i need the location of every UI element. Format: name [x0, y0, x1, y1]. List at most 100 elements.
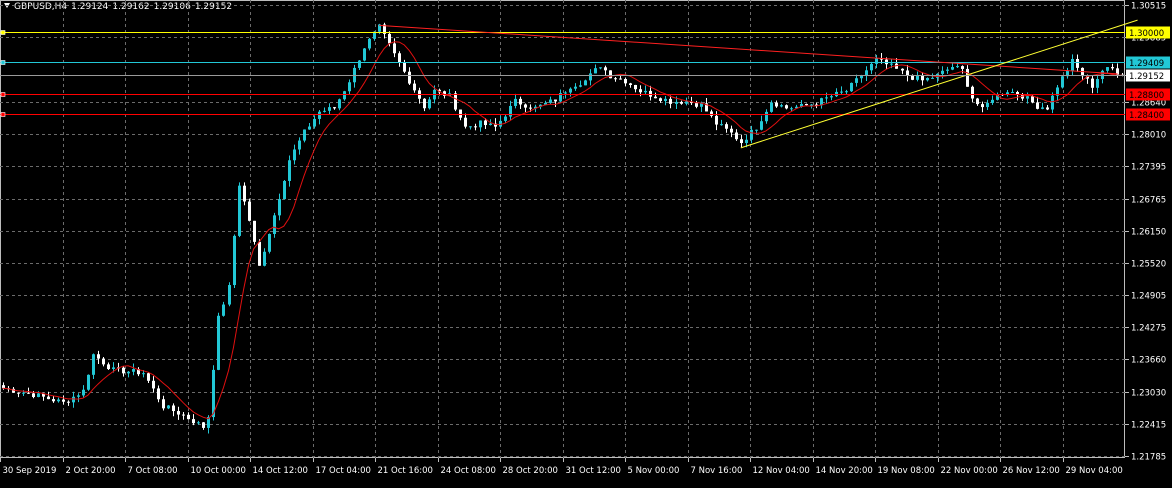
candle-body — [142, 373, 145, 375]
candle-body — [700, 103, 703, 107]
bull-candle — [594, 64, 597, 74]
candle-body — [47, 396, 50, 400]
bear-candle — [172, 403, 175, 417]
candle-body — [534, 106, 537, 109]
y-tick-label: 1.26765 — [1131, 196, 1166, 206]
candle-body — [479, 120, 482, 128]
bear-candle — [243, 182, 246, 206]
x-tick-label: 31 Oct 12:00 — [566, 466, 621, 476]
candle-body — [931, 77, 934, 79]
bull-candle — [233, 234, 236, 288]
candle-body — [363, 48, 366, 61]
candle-body — [745, 139, 748, 144]
candle-body — [685, 101, 688, 104]
candle-body — [92, 354, 95, 375]
candle-body — [680, 101, 683, 104]
bear-candle — [519, 96, 522, 109]
candle-body — [1021, 95, 1024, 99]
bear-candle — [62, 395, 65, 405]
candle-body — [659, 98, 662, 101]
candle-body — [519, 98, 522, 105]
candle-body — [609, 70, 612, 79]
bear-candle — [604, 65, 607, 77]
candle-body — [810, 104, 813, 106]
candle-body — [720, 124, 723, 126]
candle-body — [378, 24, 381, 32]
candle-body — [1016, 92, 1019, 96]
candle-body — [1026, 96, 1029, 99]
candle-body — [569, 88, 572, 93]
candle-body — [740, 139, 743, 144]
bull-candle — [263, 248, 266, 267]
y-tick-label: 1.26150 — [1131, 228, 1166, 238]
candle-body — [273, 215, 276, 234]
y-tick-label: 1.23660 — [1131, 356, 1166, 366]
bull-candle — [72, 391, 75, 408]
bear-candle — [147, 372, 150, 384]
bear-candle — [258, 239, 261, 266]
candle-body — [695, 103, 698, 107]
bull-candle — [860, 74, 863, 83]
candle-body — [599, 67, 602, 69]
candle-body — [880, 58, 883, 60]
bull-candle — [167, 404, 170, 410]
bear-candle — [614, 76, 617, 82]
candle-body — [911, 75, 914, 80]
candle-body — [403, 62, 406, 72]
candle-body — [850, 82, 853, 92]
x-tick-label: 14 Nov 20:00 — [816, 466, 873, 476]
candle-body — [217, 315, 220, 370]
candle-body — [790, 108, 793, 110]
bull-candle — [57, 397, 60, 403]
candle-body — [855, 78, 858, 83]
candle-body — [840, 91, 843, 93]
bull-candle — [855, 74, 858, 87]
plot-border — [0, 0, 1125, 458]
candle-body — [112, 367, 115, 370]
y-tick-label: 1.22415 — [1131, 421, 1166, 431]
candle-body — [318, 111, 321, 119]
bull-candle — [1101, 69, 1104, 84]
bear-candle — [484, 118, 487, 130]
candle-body — [755, 129, 758, 131]
candle-body — [383, 24, 386, 34]
candle-body — [795, 106, 798, 109]
candle-body — [1051, 95, 1054, 110]
bear-candle — [107, 362, 110, 370]
candle-body — [187, 414, 190, 420]
bull-candle — [428, 97, 431, 110]
bull-candle — [368, 38, 371, 51]
candle-body — [725, 124, 728, 129]
candle-body — [705, 103, 708, 112]
y-tick-label: 1.24275 — [1131, 324, 1166, 334]
candle-body — [438, 89, 441, 92]
bull-candle — [870, 61, 873, 75]
bull-candle — [278, 193, 281, 221]
candle-body — [132, 369, 135, 372]
bull-candle — [343, 90, 346, 101]
bull-candle — [770, 100, 773, 113]
bull-candle — [951, 63, 954, 71]
candle-body — [559, 93, 562, 102]
low-price: 1.29106 — [153, 2, 191, 12]
candle-body — [750, 129, 753, 140]
candle-body — [298, 140, 301, 150]
candle-body — [303, 129, 306, 141]
bull-candle — [916, 71, 919, 82]
bull-candle — [549, 96, 552, 105]
candle-body — [1101, 70, 1104, 80]
candle-body — [428, 99, 431, 109]
bear-candle — [1081, 67, 1084, 81]
candle-body — [1071, 58, 1074, 71]
bull-candle — [790, 106, 793, 112]
bear-candle — [192, 414, 195, 426]
bear-candle — [248, 198, 251, 222]
bull-candle — [926, 77, 929, 82]
x-tick-label: 7 Nov 16:00 — [691, 466, 743, 476]
price-level-anchor-1-30000 — [0, 30, 6, 35]
bear-candle — [1016, 90, 1019, 101]
bear-candle — [1036, 96, 1039, 110]
candle-body — [1041, 107, 1044, 109]
